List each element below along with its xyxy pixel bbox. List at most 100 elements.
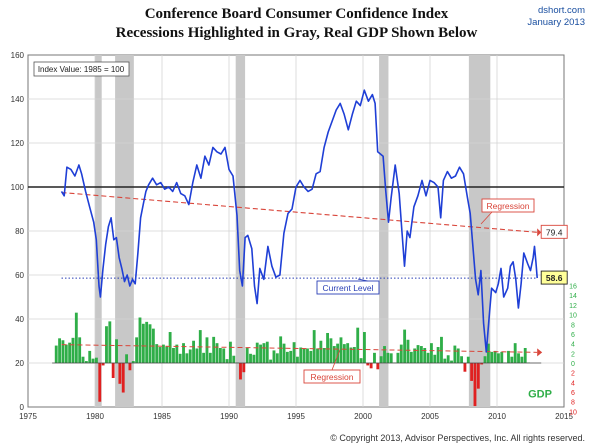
current-level-box	[316, 280, 380, 295]
gdp-bar	[282, 343, 286, 363]
gdp-bar	[456, 348, 460, 363]
y-tick-label: 80	[15, 227, 24, 236]
gdp-bar	[84, 361, 88, 363]
gdp-bar	[88, 350, 92, 363]
gdp-bar	[409, 351, 413, 363]
gdp-bar	[433, 354, 437, 363]
gdp-bar	[342, 344, 346, 363]
gdp-bar	[289, 350, 293, 363]
index-note: Index Value: 1985 = 100	[33, 61, 130, 77]
gdp-tick-label: 12	[569, 303, 577, 310]
gdp-bar	[356, 327, 360, 363]
gdp-bar	[222, 348, 226, 363]
gdp-bar	[379, 356, 383, 363]
gdp-bar	[118, 363, 122, 384]
gdp-bar	[81, 356, 85, 363]
gdp-bar	[329, 338, 333, 363]
gdp-bar	[399, 344, 403, 363]
source-label: dshort.com January 2013	[527, 5, 585, 29]
gdp-bar	[497, 353, 500, 363]
gdp-bar	[322, 347, 326, 363]
x-tick-label: 1990	[220, 412, 238, 421]
gdp-bar	[510, 356, 514, 363]
y-tick-label: 160	[11, 51, 25, 60]
gdp-bar	[376, 363, 380, 370]
gdp-bar	[486, 343, 490, 363]
x-tick-label: 2015	[555, 412, 573, 421]
gdp-bars	[52, 312, 542, 407]
gdp-tick-label: 6	[571, 390, 575, 397]
gdp-tick-label: 10	[569, 409, 577, 416]
gdp-bar	[168, 332, 172, 363]
regression-label-box	[481, 198, 535, 213]
gdp-bar	[366, 363, 370, 366]
source-site: dshort.com	[538, 5, 585, 16]
gdp-bar	[450, 360, 453, 363]
x-tick-label: 1980	[86, 412, 104, 421]
current-value-label: 58.6	[546, 273, 563, 283]
gdp-tick-label: 0	[571, 361, 575, 368]
gdp-bar	[218, 347, 222, 363]
gdp-bar	[336, 343, 340, 363]
gdp-bar	[326, 332, 329, 363]
gdp-bar	[389, 353, 393, 363]
gdp-bar	[225, 359, 229, 363]
series-lines	[60, 89, 538, 353]
gdp-tick-label: 16	[569, 284, 577, 291]
gdp-bar	[255, 342, 259, 363]
gdp-bar	[473, 363, 477, 407]
gdp-bar	[309, 350, 313, 363]
y-tick-label: 20	[15, 359, 24, 368]
gdp-bar	[58, 338, 61, 363]
gdp-regression-label: Regression	[311, 372, 354, 382]
x-tick-label: 2005	[421, 412, 439, 421]
gdp-tick-label: 6	[571, 332, 575, 339]
gdp-bar	[500, 351, 504, 363]
gdp-bar	[403, 329, 407, 363]
gdp-bar	[440, 336, 443, 363]
gdp-bar	[78, 337, 82, 363]
gdp-bar	[208, 352, 212, 363]
current-level-label: Current Level	[322, 283, 373, 293]
y-tick-label: 100	[11, 183, 25, 192]
gdp-bar	[483, 356, 487, 363]
y-tick-label: 40	[15, 315, 24, 324]
gdp-bar	[141, 323, 145, 363]
gdp-bar	[476, 363, 480, 389]
gdp-bar	[470, 363, 474, 381]
gdp-tick-label: 4	[571, 380, 575, 387]
gdp-bar	[383, 346, 386, 363]
gdp-bar	[202, 352, 206, 363]
gdp-bar	[178, 353, 182, 363]
gdp-bar	[128, 363, 132, 371]
copyright-notice: © Copyright 2013, Advisor Perspectives, …	[330, 433, 585, 443]
gdp-tick-label: 2	[571, 371, 575, 378]
gdp-bar	[359, 358, 363, 363]
gdp-bar	[490, 351, 494, 363]
chart-title-line2: Recessions Highlighted in Gray, Real GDP…	[115, 25, 478, 41]
gdp-bar	[285, 351, 289, 363]
gdp-bar	[162, 344, 165, 363]
gdp-bar	[517, 353, 520, 363]
gdp-bar	[95, 357, 98, 363]
gdp-bar	[480, 363, 484, 365]
x-tick-label: 1975	[19, 412, 37, 421]
gdp-tick-label: 4	[571, 342, 575, 349]
gdp-bar	[292, 342, 296, 363]
gdp-tick-label: 2	[571, 351, 575, 358]
gdp-bar	[423, 347, 427, 363]
gdp-bar	[269, 359, 273, 363]
gdp-bar	[339, 337, 343, 363]
gdp-bar	[279, 336, 283, 363]
gdp-bar	[426, 352, 430, 363]
gdp-bar	[430, 343, 433, 363]
gdp-regression-line	[61, 344, 538, 353]
gdp-bar	[363, 332, 366, 363]
gdp-bar	[215, 343, 219, 363]
x-tick-label: 2000	[354, 412, 372, 421]
regression-end-label: 79.4	[546, 227, 563, 237]
gdp-bar	[68, 342, 72, 363]
gdp-bar	[443, 358, 447, 363]
